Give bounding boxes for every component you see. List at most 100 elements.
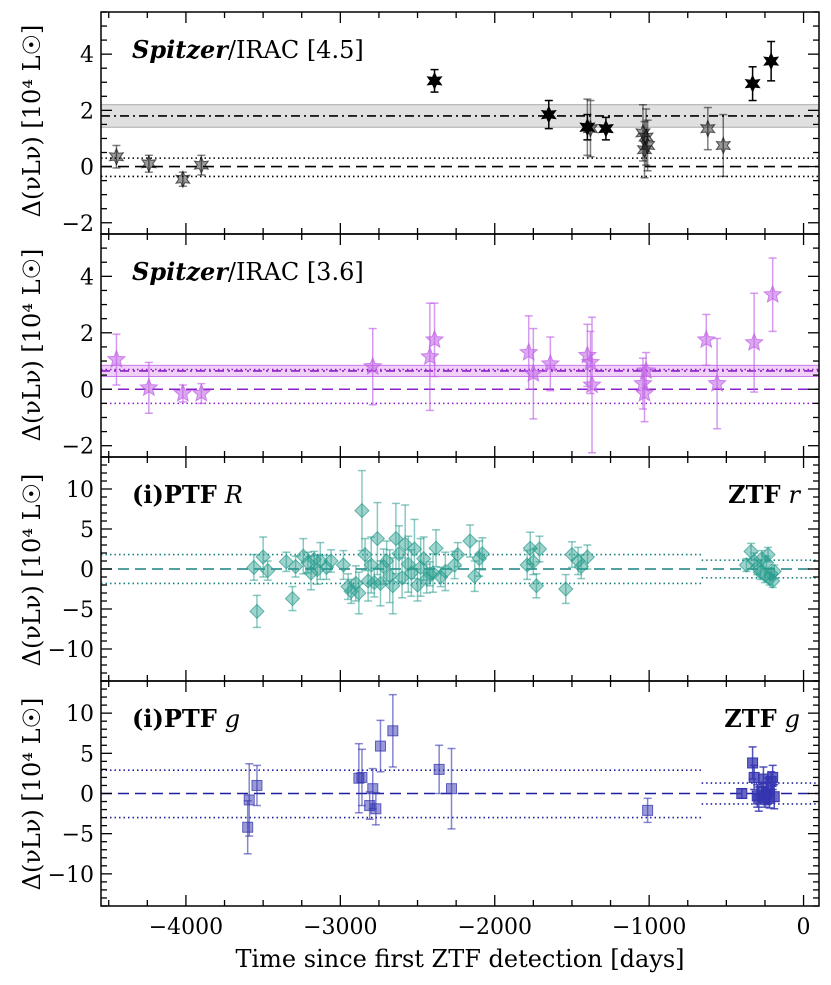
data-point — [462, 524, 478, 558]
data-point-marker — [424, 329, 445, 349]
data-point-marker — [191, 383, 212, 402]
data-point — [768, 783, 780, 810]
series-iptf-r — [246, 469, 596, 629]
data-point — [762, 257, 783, 333]
data-point — [540, 336, 561, 392]
panel-plot-area — [101, 40, 819, 189]
y-tick-label: −5 — [62, 598, 94, 623]
data-point-marker — [525, 554, 542, 570]
data-point-marker — [284, 590, 301, 607]
data-point-marker — [340, 578, 356, 595]
data-point-marker — [356, 771, 368, 783]
panel-label: (i)PTF R — [132, 480, 243, 509]
data-point — [191, 382, 212, 405]
data-point — [639, 119, 656, 172]
y-tick-label: −10 — [48, 863, 94, 888]
panel-1: −2 0 2 4 Spitzer/IRAC [4.5] — [62, 11, 820, 237]
data-point-marker — [437, 563, 454, 580]
series-significant — [426, 40, 780, 141]
data-point-marker — [335, 557, 352, 573]
x-tick-label: −3000 — [303, 915, 377, 940]
y-tick-label: 4 — [80, 265, 94, 290]
series-ztf-g — [736, 746, 780, 812]
data-point — [284, 585, 301, 612]
data-point — [474, 537, 491, 571]
data-point-marker — [528, 578, 545, 594]
data-point-marker — [580, 352, 601, 371]
data-point — [744, 292, 764, 393]
data-point — [715, 113, 732, 178]
data-point-marker — [140, 154, 157, 173]
data-point — [522, 531, 538, 565]
data-point-marker — [251, 779, 263, 791]
plot-layer: −2 0 2 4 Spitzer/IRAC [4.5] −2 0 2 4 Spitzer/IRAC… — [48, 11, 820, 940]
data-point — [139, 361, 159, 414]
panel-label-right: ZTF g — [724, 704, 800, 733]
data-point — [636, 351, 656, 391]
data-point — [374, 719, 386, 773]
y-axis-title-panel-2: Δ(νLν) [10⁴ L☉] — [18, 249, 46, 442]
data-point-marker — [409, 577, 426, 593]
data-point — [397, 504, 413, 585]
series-ztf-r — [738, 542, 782, 589]
data-point — [766, 563, 782, 580]
panel-3: −10 −5 0 5 10 (i)PTF R ZTF r — [48, 456, 820, 682]
panel-label-main: Spitzer — [132, 35, 230, 64]
data-point-marker — [736, 788, 748, 799]
axis-titles: Time since first ZTF detection [days] Δ(… — [18, 25, 685, 973]
y-tick-label: 2 — [80, 322, 94, 347]
data-point — [420, 302, 440, 412]
data-point-marker — [369, 530, 386, 547]
data-point — [251, 764, 263, 807]
data-point-marker — [715, 136, 732, 155]
data-point — [108, 144, 125, 169]
data-point-marker — [766, 563, 782, 580]
data-point — [760, 546, 776, 563]
data-point-marker — [582, 374, 602, 394]
data-point-marker — [573, 558, 589, 575]
data-point-marker — [579, 117, 596, 137]
y-axis-title-panel-3: Δ(νLν) [10⁴ L☉] — [18, 474, 46, 667]
data-point — [243, 763, 255, 837]
data-point — [362, 327, 383, 406]
data-point — [354, 469, 370, 552]
data-point-marker — [738, 557, 755, 573]
y-axis-title-panel-4: Δ(νLν) [10⁴ L☉] — [18, 698, 46, 891]
data-point-marker — [370, 803, 382, 815]
data-point — [140, 154, 157, 173]
data-point — [193, 154, 210, 176]
data-point-marker — [748, 771, 760, 783]
panel-2: −2 0 2 4 Spitzer/IRAC [3.6] — [62, 233, 820, 460]
panel-label-main: (i)PTF — [132, 704, 217, 733]
data-point — [446, 747, 458, 830]
data-point-marker — [522, 540, 538, 556]
data-point-marker — [139, 377, 159, 397]
data-point-marker — [446, 783, 458, 795]
data-point-marker — [193, 155, 210, 175]
y-tick-label: 2 — [80, 99, 94, 124]
data-point-marker — [762, 284, 783, 304]
y-axis-title-panel-1: Δ(νLν) [10⁴ L☉] — [18, 25, 46, 218]
data-point — [540, 99, 557, 130]
data-point — [523, 327, 544, 420]
data-point — [449, 541, 466, 568]
data-point-marker — [242, 821, 254, 833]
panel-label-rest: g — [225, 705, 240, 733]
data-point — [638, 108, 655, 166]
data-point-marker — [597, 119, 614, 138]
data-point-marker — [406, 541, 423, 557]
data-point-marker — [351, 585, 367, 601]
data-point — [528, 573, 545, 599]
data-point — [303, 555, 319, 591]
data-point-marker — [246, 559, 262, 576]
data-point — [531, 535, 548, 563]
data-point-marker — [362, 356, 383, 376]
data-point-marker — [462, 533, 478, 549]
data-point-marker — [323, 553, 339, 569]
panel-label-right: ZTF r — [728, 480, 801, 509]
data-point — [249, 594, 265, 629]
data-point-marker — [519, 557, 535, 573]
data-point — [246, 553, 262, 581]
y-tick-label: 0 — [80, 378, 94, 403]
